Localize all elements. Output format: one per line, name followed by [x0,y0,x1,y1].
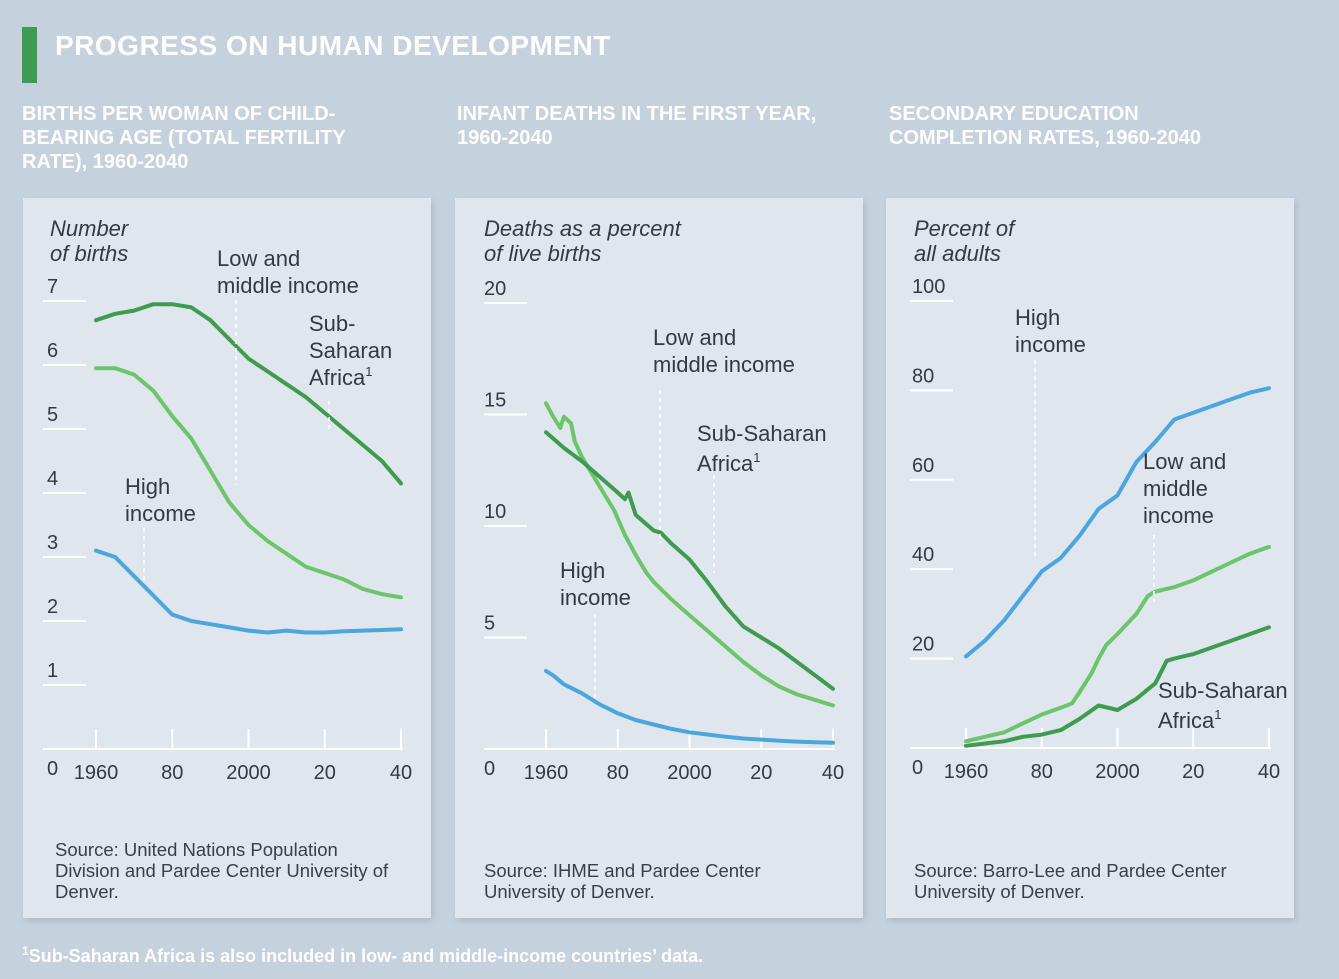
footnote-marker: 1 [753,450,760,465]
series-label: income [125,501,196,526]
x-tick-label: 40 [390,762,412,784]
y-tick-label: 60 [912,455,934,477]
title-accent-bar [22,27,37,83]
series-line-low-and-middle-income [964,544,1271,744]
series-label: Africa1 [697,450,760,476]
y-tick-label: 0 [484,758,495,780]
series-line-sub-saharan-africa [94,302,403,486]
y-tick-label: 10 [484,501,506,523]
series-label: income [560,585,631,610]
series-label: High [1015,305,1060,330]
series-label: High [560,558,605,583]
y-tick-label: 3 [47,532,58,554]
y-tick-label: 1 [47,660,58,682]
x-tick-label: 20 [750,762,772,784]
y-tick-label: 0 [912,757,923,779]
y-tick-label: 2 [47,596,58,618]
x-tick-label: 1960 [944,761,989,783]
y-tick-label: 80 [912,365,934,387]
x-tick-label: 40 [1258,761,1280,783]
x-tick-label: 40 [822,762,844,784]
series-label: Africa1 [1158,707,1221,733]
panel-title-education: SECONDARY EDUCATION COMPLETION RATES, 19… [889,103,1201,149]
series-line-sub-saharan-africa [964,625,1271,748]
chart-panel-fertility: 0 1 2 3 4 5 6 7 1960 80 2000 20 40 Sub- Saharan Africa1… [23,198,431,918]
page-title: PROGRESS ON HUMAN DEVELOPMENT [55,30,611,61]
x-tick-label: 80 [161,762,183,784]
series-line-low-and-middle-income [94,366,403,600]
series-label: middle income [217,273,359,298]
chart-panel-infant-deaths: 0 5 10 15 20 1960 80 2000 20 40 Low and middle inco… [455,198,863,918]
source-note: Source: United Nations Population Divisi… [55,839,389,902]
y-tick-label: 20 [912,634,934,656]
x-tick-label: 2000 [667,762,712,784]
chart-fertility: 0 1 2 3 4 5 6 7 1960 80 2000 20 40 Sub-SaharanAfrica1… [43,246,412,784]
series-line-high-income [544,668,835,745]
y-tick-label: 0 [47,758,58,780]
series-label: middle income [653,352,795,377]
series-line-high-income [964,386,1271,659]
y-tick-label: 4 [47,468,58,490]
y-tick-label: 15 [484,390,506,412]
series-label: Low and [1143,449,1226,474]
footnote-marker: 1 [22,944,29,958]
series-label: High [125,474,170,499]
y-tick-label: 20 [484,278,506,300]
y-unit-label: Deaths as a percent of live births [484,216,681,266]
source-note: Source: Barro-Lee and Pardee Center Univ… [914,860,1227,902]
y-tick-label: 40 [912,544,934,566]
panel-title-fertility: BIRTHS PER WOMAN OF CHILD-BEARING AGE (T… [22,103,346,173]
x-tick-label: 2000 [1095,761,1140,783]
x-tick-label: 1960 [74,762,119,784]
series-label: Low and [653,325,736,350]
y-unit-label: Number of births [50,216,129,266]
series-label: Saharan [309,338,392,363]
series-line-high-income [94,548,403,635]
y-tick-label: 6 [47,340,58,362]
source-note: Source: IHME and Pardee Center Universit… [484,860,761,902]
x-tick-label: 2000 [226,762,271,784]
series-label: Africa1 [309,364,372,390]
y-tick-label: 100 [912,276,945,298]
series-label: Sub- [309,311,355,336]
y-tick-label: 5 [47,404,58,426]
series-label: income [1015,332,1086,357]
series-label: income [1143,503,1214,528]
chart-panel-education: 0 20 40 60 80 100 1960 80 2000 20 40 High income Low … [886,198,1294,918]
panel-title-infant-deaths: INFANT DEATHS IN THE FIRST YEAR, 1960-20… [457,103,817,149]
footnote-marker: 1 [1214,707,1221,722]
series-label: Low and [217,246,300,271]
series-label: middle [1143,476,1208,501]
x-tick-label: 80 [1031,761,1053,783]
series-line-low-and-middle-income [544,401,835,708]
footnote-text: Sub-Saharan Africa is also included in l… [28,946,704,966]
series-label: Sub-Saharan [1158,678,1288,703]
x-tick-label: 1960 [524,762,569,784]
x-tick-label: 20 [1182,761,1204,783]
x-tick-label: 80 [607,762,629,784]
footnote-marker: 1 [365,364,372,379]
footnote: 1Sub-Saharan Africa is also included in … [22,944,703,967]
series-label: Sub-Saharan [697,421,827,446]
y-unit-label: Percent of all adults [914,216,1015,266]
y-tick-label: 5 [484,613,495,635]
x-tick-label: 20 [314,762,336,784]
y-tick-label: 7 [47,276,58,298]
series-line-sub-saharan-africa [544,430,835,691]
